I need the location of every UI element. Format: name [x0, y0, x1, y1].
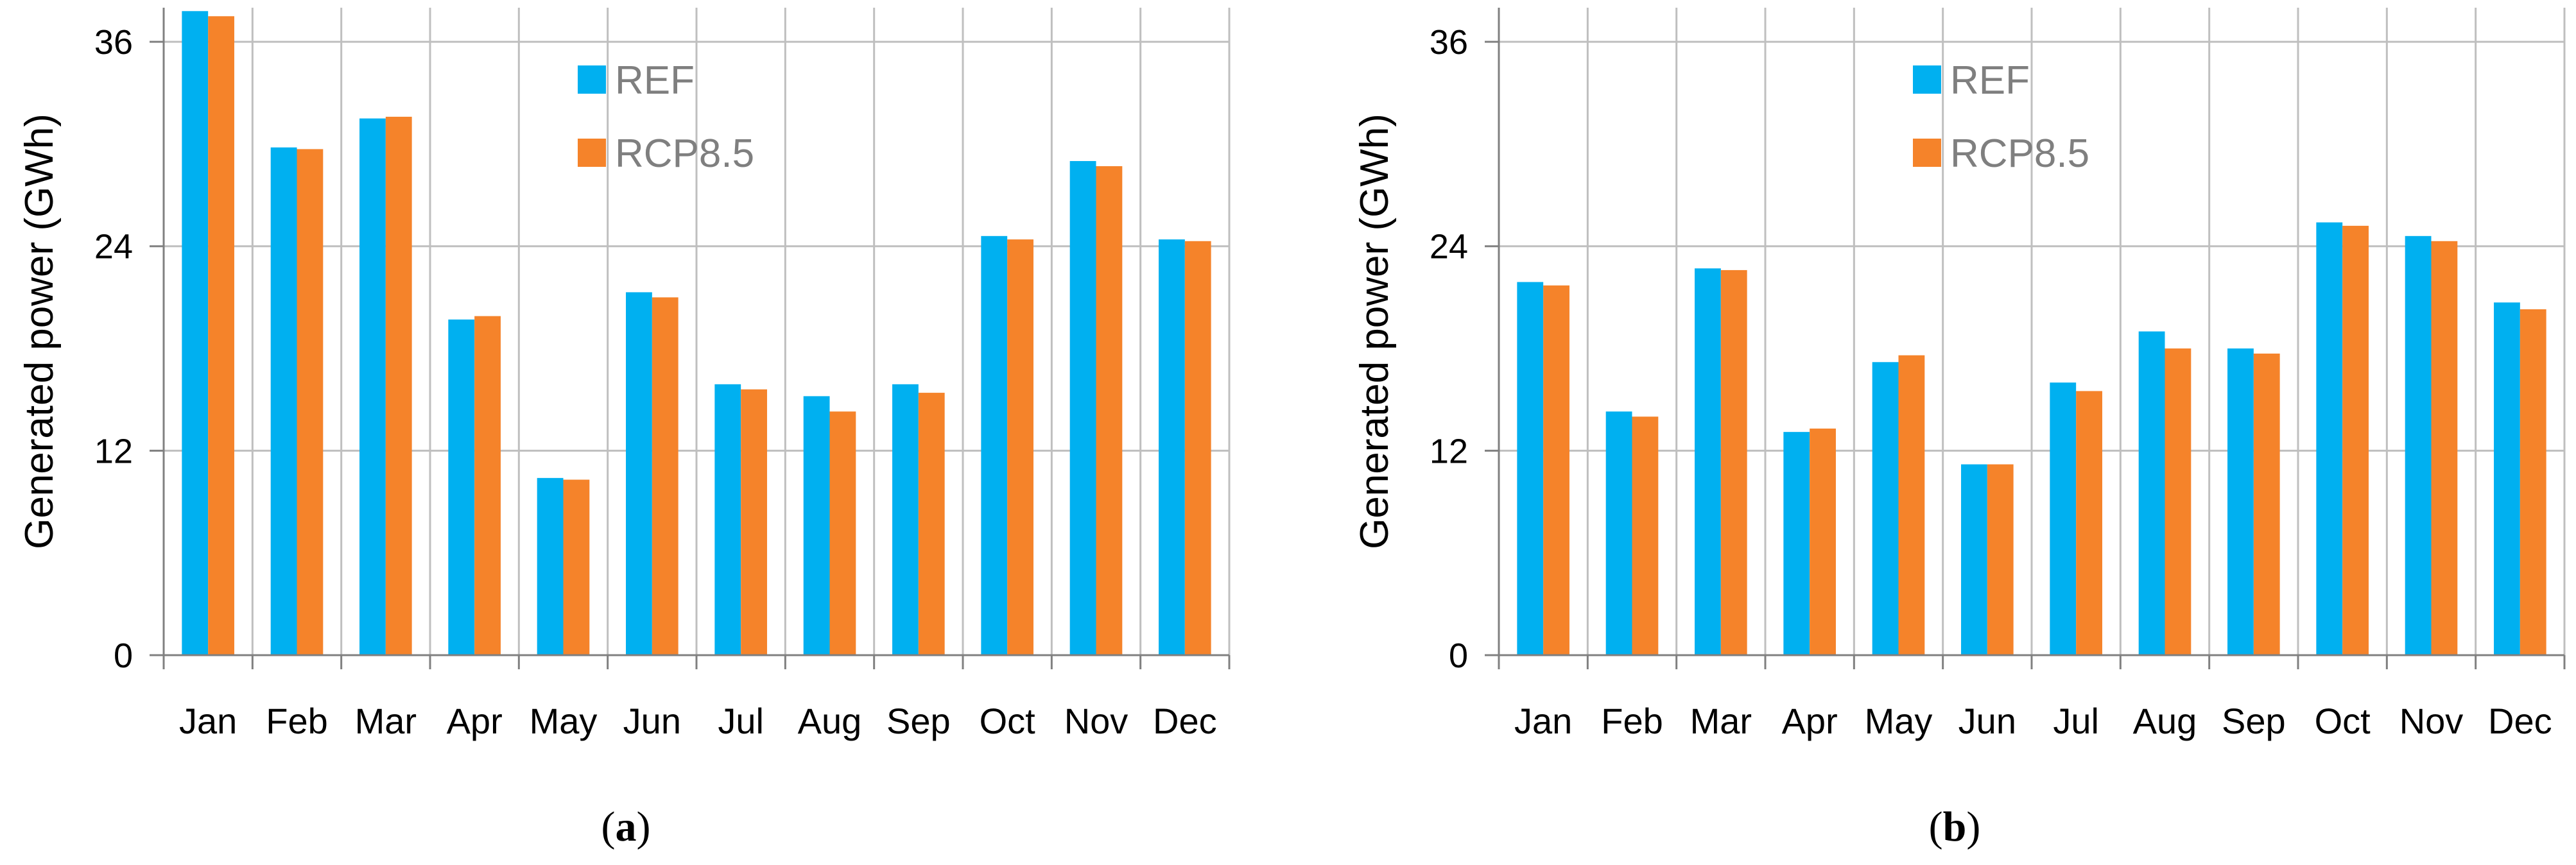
- y-axis-title: Generated power (GWh): [17, 114, 62, 549]
- y-tick-label: 12: [94, 432, 133, 470]
- x-category-label: Jan: [179, 701, 237, 741]
- x-category-label: Mar: [1690, 701, 1752, 741]
- bar-rcp85-nov: [1096, 166, 1123, 656]
- x-category-label: Feb: [266, 701, 328, 741]
- legend-label-ref: REF: [615, 58, 695, 103]
- bar-ref-feb: [270, 147, 297, 656]
- legend-swatch-ref: [578, 65, 606, 94]
- y-axis-title: Generated power (GWh): [1353, 114, 1397, 549]
- bar-rcp85-jun: [652, 297, 679, 655]
- x-category-label: Apr: [447, 701, 503, 741]
- bar-ref-may: [1872, 362, 1899, 655]
- x-category-label: Aug: [2133, 701, 2197, 741]
- bar-rcp85-nov: [2431, 241, 2458, 655]
- panel-caption: (a): [601, 803, 651, 850]
- y-tick-label: 0: [114, 637, 133, 675]
- bar-ref-dec: [2494, 302, 2520, 655]
- legend-swatch-ref: [1913, 65, 1941, 94]
- bar-ref-may: [537, 477, 564, 655]
- x-category-label: Sep: [2222, 701, 2286, 741]
- bar-rcp85-jul: [2076, 391, 2102, 655]
- y-tick-label: 0: [1449, 637, 1468, 675]
- legend-label-rcp85: RCP8.5: [615, 132, 754, 176]
- bar-rcp85-oct: [1007, 239, 1033, 655]
- x-category-label: Jun: [1958, 701, 2016, 741]
- bar-rcp85-feb: [297, 149, 324, 655]
- bar-rcp85-aug: [2165, 348, 2191, 655]
- bar-ref-jan: [1517, 282, 1544, 655]
- x-category-label: Mar: [355, 701, 417, 741]
- bar-ref-jul: [2050, 382, 2077, 655]
- bar-ref-sep: [892, 384, 919, 655]
- x-category-label: May: [530, 701, 598, 741]
- y-tick-label: 36: [94, 23, 133, 62]
- bar-ref-apr: [1783, 432, 1810, 655]
- panel-b: 0 12 24 36 Jan Feb Mar Apr May Jun Jul Aug Sep Oct Nov…: [1353, 8, 2566, 850]
- bar-rcp85-jan: [208, 16, 234, 656]
- y-tick-label: 36: [1430, 23, 1468, 62]
- bar-rcp85-mar: [1720, 270, 1747, 655]
- x-category-label: Jun: [623, 701, 681, 741]
- x-category-label: Jul: [2053, 701, 2099, 741]
- bar-ref-aug: [2138, 331, 2165, 655]
- bar-rcp85-may: [563, 479, 590, 655]
- legend-swatch-rcp85: [578, 139, 606, 167]
- x-category-label: Jan: [1514, 701, 1572, 741]
- bar-rcp85-may: [1898, 355, 1925, 655]
- y-tick-label: 12: [1430, 432, 1468, 470]
- bar-rcp85-dec: [1184, 241, 1211, 655]
- bar-ref-aug: [803, 396, 830, 655]
- bar-ref-nov: [1069, 160, 1096, 655]
- bar-rcp85-dec: [2520, 309, 2546, 655]
- bar-rcp85-jan: [1543, 285, 1569, 656]
- x-category-label: Sep: [886, 701, 951, 741]
- legend-label-ref: REF: [1950, 58, 2030, 103]
- legend-label-rcp85: RCP8.5: [1950, 132, 2089, 176]
- bar-rcp85-jun: [1987, 464, 2014, 655]
- bar-rcp85-aug: [829, 411, 856, 655]
- bar-ref-sep: [2227, 348, 2254, 655]
- bar-rcp85-sep: [2253, 354, 2280, 655]
- bar-rcp85-apr: [1810, 428, 1836, 655]
- x-category-label: Dec: [1153, 701, 1217, 741]
- bar-rcp85-feb: [1632, 416, 1659, 655]
- bar-ref-jan: [182, 11, 209, 655]
- bar-ref-dec: [1159, 239, 1185, 655]
- bar-ref-nov: [2405, 236, 2432, 655]
- legend-swatch-rcp85: [1913, 139, 1941, 167]
- bar-ref-mar: [1695, 268, 1721, 655]
- bar-ref-apr: [448, 319, 475, 655]
- x-category-label: Dec: [2488, 701, 2552, 741]
- x-category-label: Oct: [980, 701, 1036, 741]
- bar-ref-oct: [2316, 222, 2343, 655]
- bar-ref-oct: [981, 236, 1008, 655]
- bar-rcp85-apr: [474, 316, 501, 655]
- legend: REF RCP8.5: [578, 58, 754, 176]
- x-category-label: Oct: [2315, 701, 2371, 741]
- x-category-label: Feb: [1601, 701, 1663, 741]
- x-category-label: Jul: [718, 701, 764, 741]
- bar-rcp85-mar: [385, 116, 412, 656]
- panel-caption: (b): [1929, 803, 1981, 850]
- bar-ref-mar: [359, 118, 386, 655]
- legend: REF RCP8.5: [1913, 58, 2089, 176]
- bar-ref-jun: [1961, 464, 1987, 655]
- bar-ref-jun: [626, 292, 652, 655]
- bar-rcp85-sep: [918, 393, 945, 655]
- x-category-label: May: [1865, 701, 1933, 741]
- bar-rcp85-oct: [2342, 225, 2369, 656]
- y-tick-label: 24: [94, 228, 133, 266]
- x-category-label: Aug: [798, 701, 862, 741]
- bar-rcp85-jul: [741, 389, 767, 655]
- x-category-label: Apr: [1782, 701, 1838, 741]
- x-category-label: Nov: [2399, 701, 2464, 741]
- bar-ref-jul: [714, 384, 741, 655]
- y-tick-label: 24: [1430, 228, 1468, 266]
- panel-a: 0 12 24 36 Jan Feb Mar Apr May Jun Jul Aug Sep Oct Nov…: [17, 8, 1231, 850]
- x-category-label: Nov: [1064, 701, 1128, 741]
- bar-ref-feb: [1605, 411, 1632, 655]
